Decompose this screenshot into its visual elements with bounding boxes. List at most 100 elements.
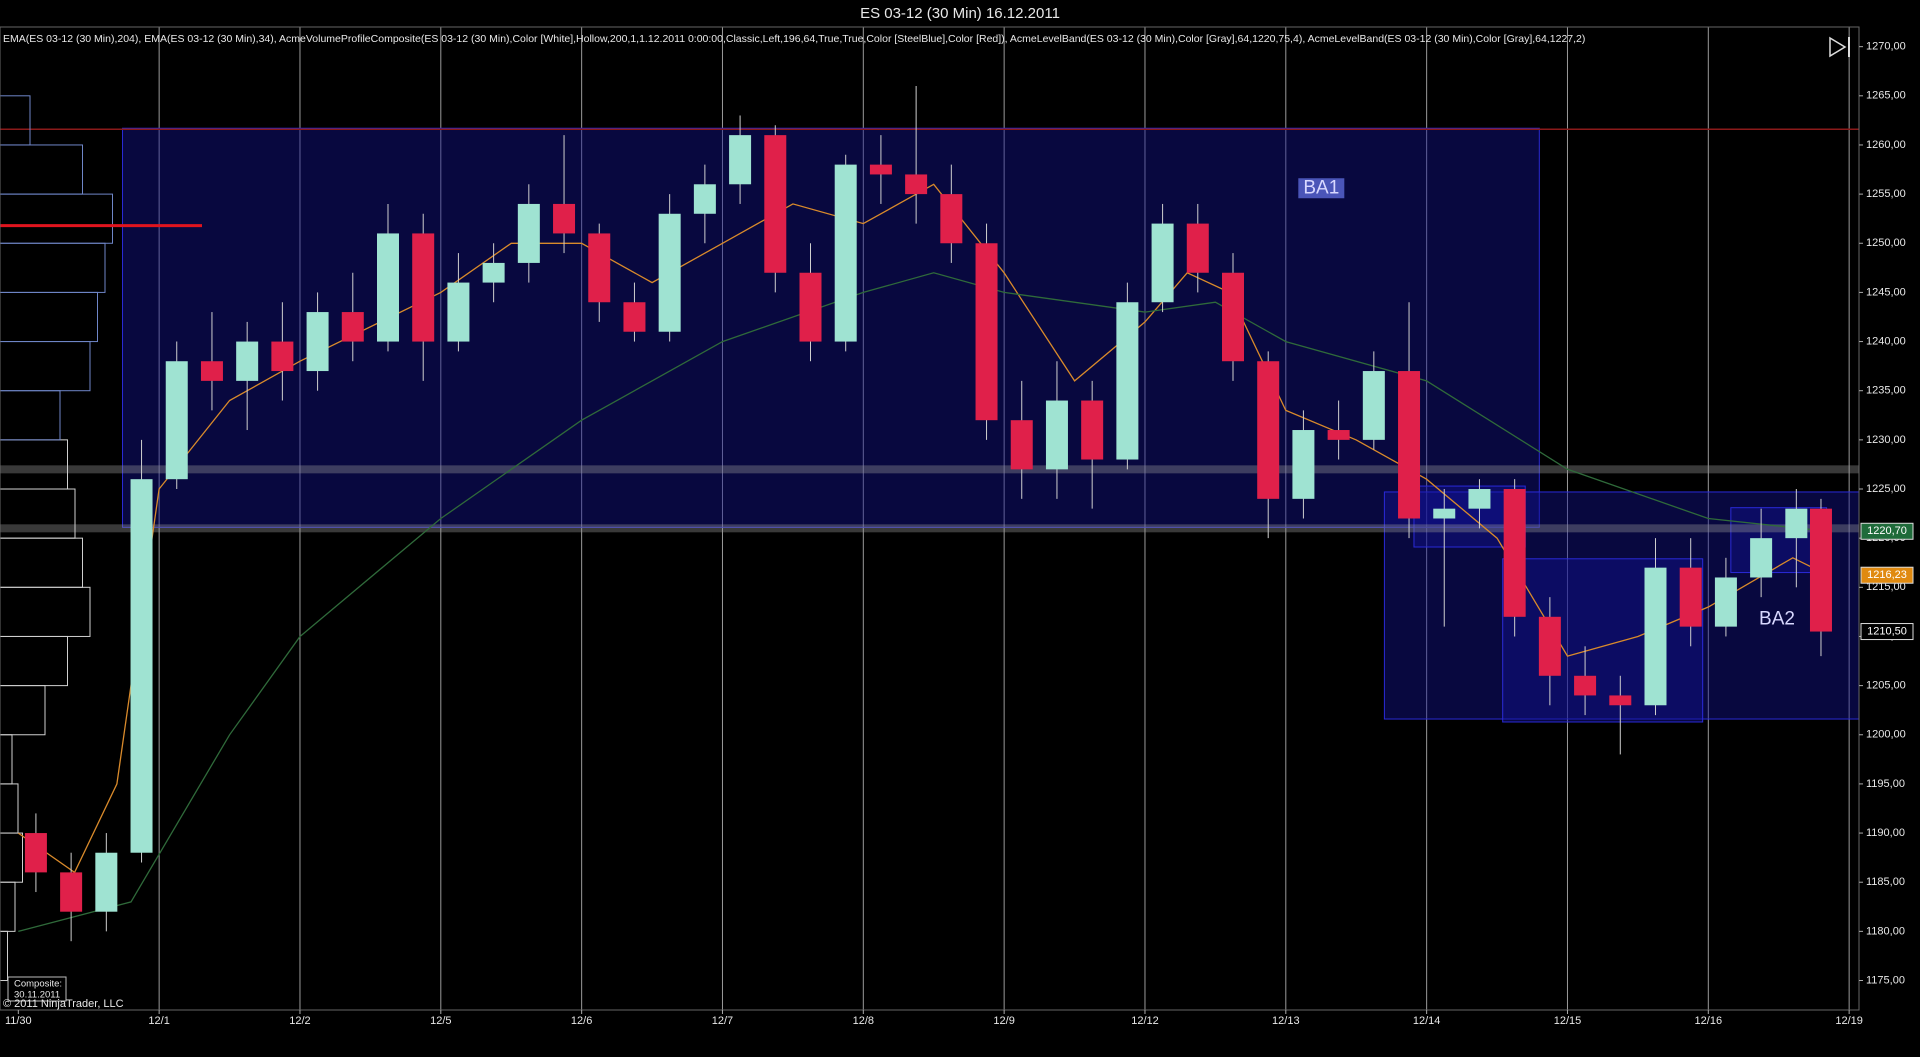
candle-body — [1398, 371, 1421, 519]
candle-body — [165, 361, 188, 480]
price-marker — [1860, 566, 1914, 584]
price-marker-label: 1220,70 — [1867, 525, 1907, 537]
candle-body — [1679, 567, 1702, 627]
y-tick-label: 1260,00 — [1866, 139, 1906, 151]
price-marker — [1860, 623, 1914, 641]
candle-body — [271, 341, 294, 372]
x-tick-label: 12/1 — [148, 1015, 169, 1027]
y-tick-label: 1175,00 — [1866, 974, 1905, 986]
y-tick-label: 1265,00 — [1866, 90, 1906, 102]
x-tick-label: 12/13 — [1272, 1015, 1300, 1027]
x-tick-label: 12/8 — [853, 1015, 874, 1027]
composite-date: 30.11.2011 — [14, 990, 60, 1001]
candle-body — [412, 233, 435, 342]
y-tick-label: 1245,00 — [1866, 286, 1906, 298]
x-tick-label: 12/16 — [1695, 1015, 1723, 1027]
ema-line — [18, 272, 1829, 933]
candle-body — [1503, 489, 1526, 617]
plot-layer: BA1 BA2 — [0, 27, 1860, 1010]
candle-body — [1714, 577, 1737, 627]
y-tick-label: 1200,00 — [1866, 729, 1906, 741]
candle-body — [1750, 538, 1773, 578]
plot-frame — [0, 26, 1860, 1011]
candle-body — [1574, 675, 1597, 696]
candle-body — [1116, 302, 1139, 460]
balance-area — [1383, 491, 1860, 720]
candle-body — [1327, 430, 1350, 440]
candle-body — [1045, 400, 1068, 470]
price-marker-label: 1216,23 — [1867, 569, 1907, 581]
x-tick-label: 12/14 — [1413, 1015, 1441, 1027]
y-tick-label: 1215,00 — [1866, 581, 1906, 593]
x-tick-label: 12/7 — [712, 1015, 733, 1027]
candle-body — [1186, 223, 1209, 273]
composite-box — [7, 976, 67, 1002]
x-tick-label: 12/19 — [1835, 1015, 1863, 1027]
candle-body — [130, 479, 153, 853]
candle-body — [975, 243, 998, 421]
candle-body — [940, 194, 963, 244]
candle-body — [1809, 508, 1832, 632]
candle-body — [341, 312, 364, 342]
candle-body — [905, 174, 928, 195]
volume-profile-bar — [0, 95, 31, 146]
candle-body — [1151, 223, 1174, 303]
x-tick-label: 12/5 — [430, 1015, 451, 1027]
candle-body — [588, 233, 611, 303]
x-tick-label: 11/30 — [5, 1015, 32, 1027]
candle-body — [1010, 420, 1033, 470]
x-tick-label: 12/6 — [571, 1015, 592, 1027]
y-tick-label: 1235,00 — [1866, 385, 1906, 397]
candle-body — [869, 164, 892, 175]
candle-body — [693, 184, 716, 214]
y-tick-label: 1185,00 — [1866, 876, 1905, 888]
candle-body — [834, 164, 857, 342]
candle-body — [517, 203, 540, 263]
y-tick-label: 1230,00 — [1866, 434, 1906, 446]
candle-body — [1292, 430, 1315, 499]
candle-body — [553, 203, 576, 234]
candle-body — [95, 852, 118, 912]
candle-body — [200, 361, 223, 381]
level-band — [0, 465, 1859, 474]
level-band — [0, 524, 1859, 533]
composite-label: Composite: — [14, 979, 62, 990]
candle-body — [623, 302, 646, 332]
candle-body — [306, 312, 329, 372]
x-tick-label: 12/12 — [1131, 1015, 1159, 1027]
candle-body — [236, 341, 259, 381]
x-tick-label: 12/2 — [289, 1015, 310, 1027]
candle-body — [376, 233, 399, 342]
copyright: © 2011 NinjaTrader, LLC — [3, 998, 124, 1010]
price-marker — [1860, 522, 1914, 540]
candle-body — [1538, 616, 1561, 676]
candle-body — [729, 135, 752, 185]
x-tick-label: 12/9 — [993, 1015, 1014, 1027]
candle-body — [1221, 272, 1244, 362]
box-label: BA1 — [1303, 177, 1339, 198]
candle-body — [1081, 400, 1104, 460]
y-tick-label: 1190,00 — [1866, 827, 1905, 839]
y-tick-label: 1195,00 — [1866, 778, 1905, 790]
candle-body — [1362, 371, 1385, 440]
box-label-bg — [1298, 178, 1345, 199]
y-tick-label: 1255,00 — [1866, 188, 1906, 200]
candle-body — [1468, 489, 1491, 509]
candle-body — [24, 833, 47, 873]
ema-line — [17, 183, 1829, 874]
candle-body — [799, 272, 822, 342]
y-tick-label: 1180,00 — [1866, 925, 1905, 937]
candle-body — [658, 213, 681, 332]
y-tick-label: 1270,00 — [1866, 41, 1906, 53]
candle-body — [1609, 695, 1632, 706]
play-icon[interactable] — [1829, 36, 1847, 58]
y-tick-label: 1250,00 — [1866, 237, 1906, 249]
candle-body — [1433, 508, 1456, 519]
y-tick-label: 1225,00 — [1866, 483, 1906, 495]
y-tick-label: 1240,00 — [1866, 335, 1906, 347]
chart-title: ES 03-12 (30 Min) 16.12.2011 — [860, 5, 1060, 22]
candle-body — [764, 135, 787, 273]
panel-toggle-icon[interactable] — [1829, 36, 1850, 58]
